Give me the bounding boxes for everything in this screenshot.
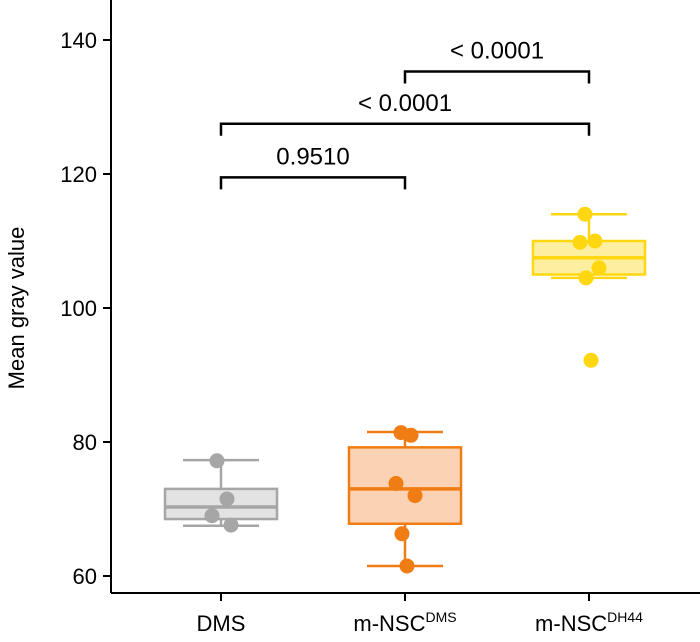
p-value-label: < 0.0001	[450, 37, 544, 64]
data-point	[591, 260, 607, 276]
y-tick-label: 140	[60, 28, 97, 53]
y-tick-label: 60	[73, 564, 97, 589]
y-axis: 60 80 100 120 140	[60, 0, 112, 593]
y-axis-label: Mean gray value	[4, 227, 29, 390]
p-value-label: < 0.0001	[358, 90, 452, 117]
data-point	[572, 234, 588, 250]
data-point	[219, 491, 235, 507]
box-group	[347, 425, 463, 574]
bracket-line	[219, 122, 591, 136]
data-point	[209, 453, 225, 469]
data-point	[403, 427, 419, 443]
significance-bracket: < 0.0001	[219, 90, 591, 136]
significance-bracket: < 0.0001	[403, 37, 591, 84]
box-group	[163, 453, 279, 533]
y-tick-label: 120	[60, 162, 97, 187]
y-tick-label: 80	[73, 430, 97, 455]
significance-bracket: 0.9510	[219, 143, 407, 190]
data-point	[587, 233, 603, 249]
p-value-label: 0.9510	[276, 143, 349, 170]
y-tick-label: 100	[60, 296, 97, 321]
data-point	[399, 558, 415, 574]
x-tick-label: m-NSCDMS	[353, 609, 456, 636]
data-point	[583, 352, 599, 368]
box-iqr	[163, 487, 279, 521]
data-point	[388, 476, 404, 492]
data-point	[577, 206, 593, 222]
data-point	[394, 526, 410, 542]
data-point	[407, 488, 423, 504]
x-axis: DMS m-NSCDMS m-NSCDH44	[111, 592, 700, 636]
significance-brackets: 0.9510 < 0.0001 < 0.0001	[219, 37, 591, 190]
box-iqr	[347, 446, 463, 525]
bracket-line	[219, 176, 407, 190]
x-tick-label: DMS	[197, 611, 246, 636]
data-point	[578, 270, 594, 286]
box-group	[531, 206, 647, 368]
data-point	[223, 517, 239, 533]
data-point	[204, 508, 220, 524]
x-tick-label: m-NSCDH44	[535, 609, 643, 636]
bracket-line	[403, 70, 591, 84]
box-groups	[163, 206, 647, 574]
